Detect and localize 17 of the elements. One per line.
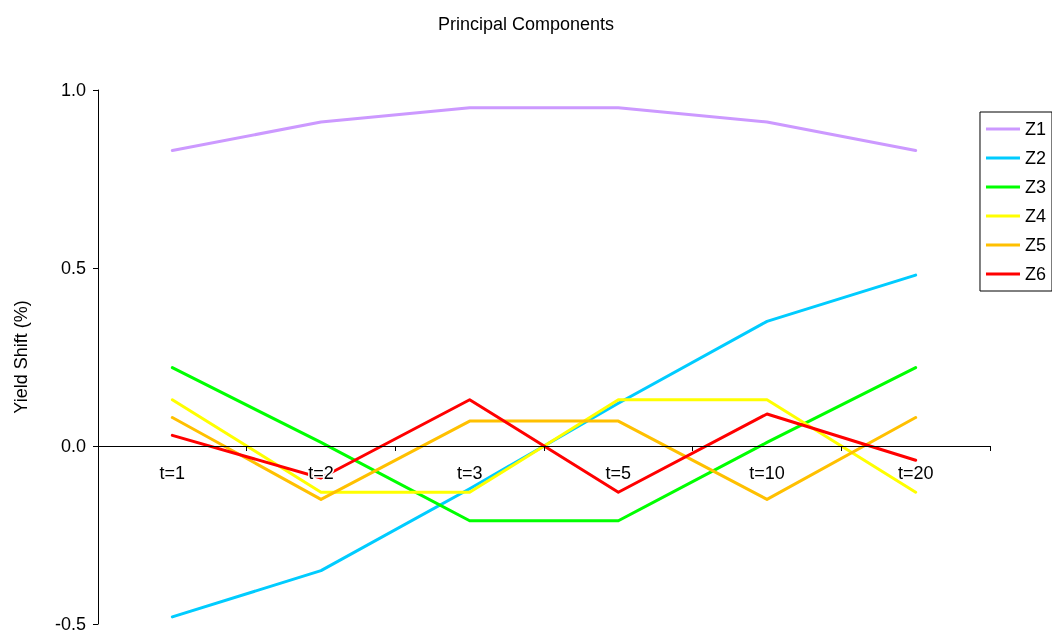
x-tick-label: t=3 <box>456 463 483 483</box>
x-tick-label: t=10 <box>749 463 785 483</box>
legend-label: Z3 <box>1024 177 1047 197</box>
legend-label: Z5 <box>1024 235 1047 255</box>
y-tick-label: -0.5 <box>54 614 86 634</box>
y-tick-label: 0.0 <box>60 436 86 456</box>
chart-title: Principal Components <box>437 14 615 34</box>
x-tick-label: t=1 <box>159 463 186 483</box>
x-tick-label: t=5 <box>605 463 632 483</box>
legend-label: Z1 <box>1024 119 1047 139</box>
y-axis-title: Yield Shift (%) <box>11 300 31 414</box>
y-tick-label: 0.5 <box>60 258 86 278</box>
y-tick-label: 1.0 <box>60 80 86 100</box>
legend-label: Z4 <box>1024 206 1047 226</box>
x-tick-label: t=20 <box>897 463 934 483</box>
legend-label: Z2 <box>1024 148 1047 168</box>
legend-label: Z6 <box>1024 264 1047 284</box>
